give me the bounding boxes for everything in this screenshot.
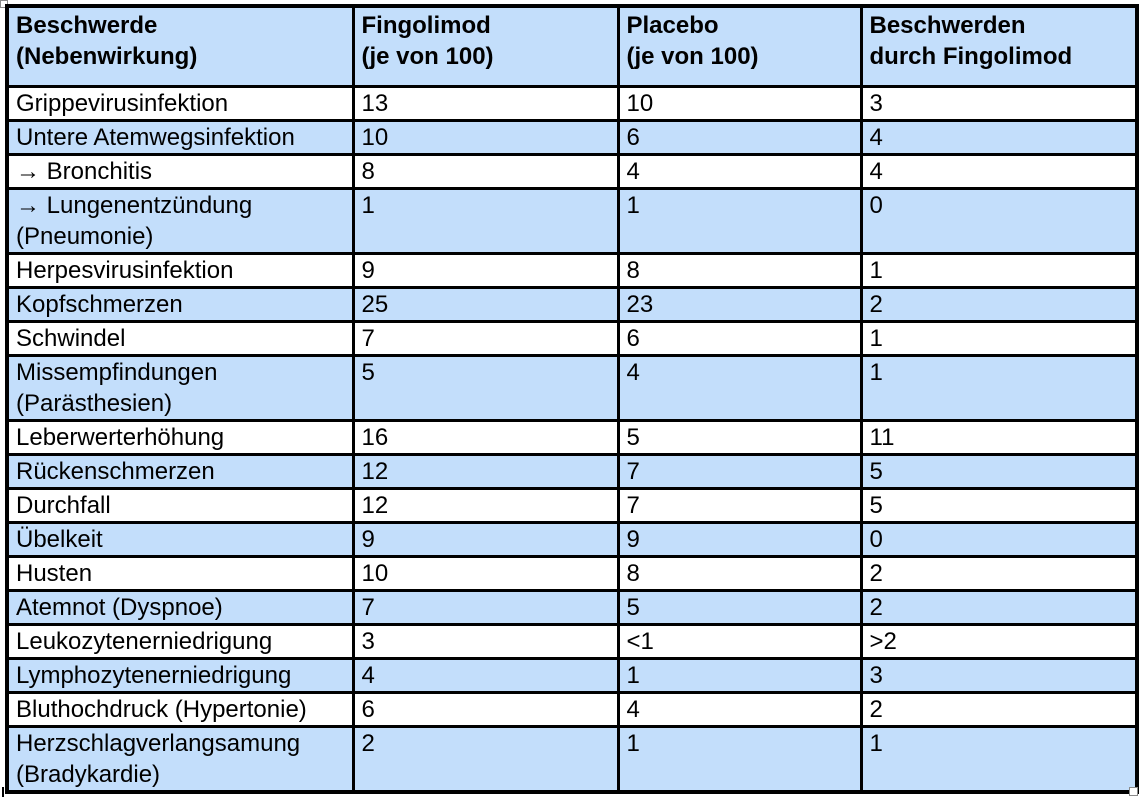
cell-beschwerde: Herzschlagverlangsamung (Bradykardie) [5, 725, 355, 794]
cell-placebo: <1 [616, 623, 863, 660]
cell-durch_fingolimod: 2 [859, 555, 1139, 592]
cell-durch_fingolimod: 5 [859, 487, 1139, 524]
cell-fingolimod: 6 [351, 691, 620, 728]
cell-fingolimod: 12 [351, 453, 620, 490]
cell-durch_fingolimod: 2 [859, 691, 1139, 728]
cell-beschwerde: Atemnot (Dyspnoe) [5, 589, 355, 626]
cell-placebo: 6 [616, 119, 863, 156]
table-row: Lymphozytenerniedrigung 4 1 3 [5, 657, 1139, 694]
text-cursor [2, 787, 4, 797]
cell-placebo: 4 [616, 153, 863, 190]
cell-placebo: 5 [616, 419, 863, 456]
side-effects-table: Beschwerde (Nebenwirkung) Fingolimod (je … [5, 4, 1139, 794]
table-row: Übelkeit 9 9 0 [5, 521, 1139, 558]
cell-fingolimod: 7 [351, 589, 620, 626]
table-row: Grippevirusinfektion 13 10 3 [5, 85, 1139, 122]
cell-placebo: 5 [616, 589, 863, 626]
cell-placebo: 7 [616, 487, 863, 524]
table-row: Missempfindungen (Parästhesien) 5 4 1 [5, 354, 1139, 422]
table-row: Herzschlagverlangsamung (Bradykardie) 2 1 1 [5, 725, 1139, 794]
cell-durch_fingolimod: 1 [859, 252, 1139, 289]
cell-beschwerde: Kopfschmerzen [5, 286, 355, 323]
cell-beschwerde: → Lungenentzündung (Pneumonie) [5, 187, 355, 255]
cell-placebo: 7 [616, 453, 863, 490]
table-row: Kopfschmerzen 25 23 2 [5, 286, 1139, 323]
table-row: Husten 10 8 2 [5, 555, 1139, 592]
cell-placebo: 8 [616, 555, 863, 592]
cell-durch_fingolimod: 0 [859, 187, 1139, 255]
column-header-fingolimod: Fingolimod (je von 100) [351, 4, 620, 88]
cell-durch_fingolimod: 0 [859, 521, 1139, 558]
cell-fingolimod: 8 [351, 153, 620, 190]
cell-durch_fingolimod: 5 [859, 453, 1139, 490]
table-row: Schwindel 7 6 1 [5, 320, 1139, 357]
column-header-durch_fingolimod: Beschwerden durch Fingolimod [859, 4, 1139, 88]
cell-fingolimod: 16 [351, 419, 620, 456]
cell-durch_fingolimod: 3 [859, 85, 1139, 122]
cell-fingolimod: 1 [351, 187, 620, 255]
cell-beschwerde: Husten [5, 555, 355, 592]
cell-beschwerde: Durchfall [5, 487, 355, 524]
cell-fingolimod: 5 [351, 354, 620, 422]
table-row: → Lungenentzündung (Pneumonie) 1 1 0 [5, 187, 1139, 255]
table-row: Leukozytenerniedrigung 3 <1 >2 [5, 623, 1139, 660]
table-row: → Bronchitis 8 4 4 [5, 153, 1139, 190]
cell-durch_fingolimod: 3 [859, 657, 1139, 694]
cell-placebo: 9 [616, 521, 863, 558]
cell-fingolimod: 25 [351, 286, 620, 323]
cell-beschwerde: Bluthochdruck (Hypertonie) [5, 691, 355, 728]
cell-durch_fingolimod: 1 [859, 725, 1139, 794]
cell-fingolimod: 9 [351, 252, 620, 289]
table-row: Leberwerterhöhung 16 5 11 [5, 419, 1139, 456]
cell-fingolimod: 13 [351, 85, 620, 122]
cell-fingolimod: 2 [351, 725, 620, 794]
cell-fingolimod: 10 [351, 119, 620, 156]
cell-placebo: 6 [616, 320, 863, 357]
cell-placebo: 1 [616, 657, 863, 694]
cell-beschwerde: → Bronchitis [5, 153, 355, 190]
table-row: Atemnot (Dyspnoe) 7 5 2 [5, 589, 1139, 626]
cell-beschwerde: Rückenschmerzen [5, 453, 355, 490]
cell-beschwerde: Grippevirusinfektion [5, 85, 355, 122]
cell-fingolimod: 4 [351, 657, 620, 694]
cell-placebo: 1 [616, 187, 863, 255]
cell-placebo: 10 [616, 85, 863, 122]
cell-durch_fingolimod: 11 [859, 419, 1139, 456]
table-row: Durchfall 12 7 5 [5, 487, 1139, 524]
cell-fingolimod: 9 [351, 521, 620, 558]
table-resize-handle-bottom-right[interactable] [1129, 787, 1138, 796]
cell-beschwerde: Leberwerterhöhung [5, 419, 355, 456]
cell-fingolimod: 10 [351, 555, 620, 592]
cell-beschwerde: Schwindel [5, 320, 355, 357]
cell-placebo: 23 [616, 286, 863, 323]
cell-placebo: 4 [616, 691, 863, 728]
table-row: Bluthochdruck (Hypertonie) 6 4 2 [5, 691, 1139, 728]
cell-beschwerde: Übelkeit [5, 521, 355, 558]
cell-durch_fingolimod: 1 [859, 320, 1139, 357]
table-row: Rückenschmerzen 12 7 5 [5, 453, 1139, 490]
cell-beschwerde: Herpesvirusinfektion [5, 252, 355, 289]
cell-beschwerde: Missempfindungen (Parästhesien) [5, 354, 355, 422]
cell-durch_fingolimod: 1 [859, 354, 1139, 422]
cell-durch_fingolimod: >2 [859, 623, 1139, 660]
table-header-row: Beschwerde (Nebenwirkung) Fingolimod (je … [5, 4, 1139, 88]
cell-beschwerde: Leukozytenerniedrigung [5, 623, 355, 660]
table-row: Herpesvirusinfektion 9 8 1 [5, 252, 1139, 289]
cell-placebo: 8 [616, 252, 863, 289]
cell-fingolimod: 12 [351, 487, 620, 524]
cell-beschwerde: Lymphozytenerniedrigung [5, 657, 355, 694]
cell-durch_fingolimod: 2 [859, 286, 1139, 323]
cell-fingolimod: 7 [351, 320, 620, 357]
cell-durch_fingolimod: 4 [859, 119, 1139, 156]
cell-fingolimod: 3 [351, 623, 620, 660]
cell-placebo: 1 [616, 725, 863, 794]
cell-durch_fingolimod: 2 [859, 589, 1139, 626]
cell-durch_fingolimod: 4 [859, 153, 1139, 190]
cell-placebo: 4 [616, 354, 863, 422]
cell-beschwerde: Untere Atemwegsinfektion [5, 119, 355, 156]
column-header-beschwerde: Beschwerde (Nebenwirkung) [5, 4, 355, 88]
table-row: Untere Atemwegsinfektion 10 6 4 [5, 119, 1139, 156]
column-header-placebo: Placebo (je von 100) [616, 4, 863, 88]
